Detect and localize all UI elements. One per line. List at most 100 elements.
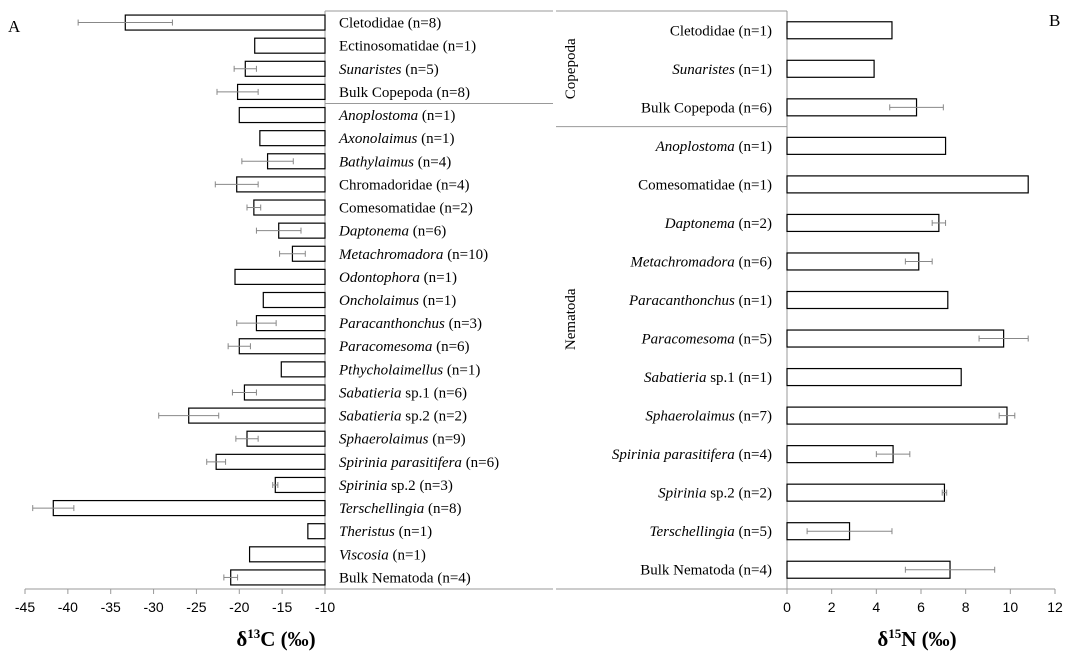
category-label: Metachromadora (n=6) (629, 254, 772, 270)
category-label-taxon: Chromadoridae (339, 177, 433, 193)
category-label-taxon: Sabatieria (644, 370, 707, 386)
category-label: Paracomesoma (n=6) (338, 339, 470, 355)
category-label: Terschellingia (n=5) (650, 524, 773, 540)
x-axis-title-a-sup: 13 (247, 626, 261, 641)
category-label-taxon: Sabatieria (339, 385, 402, 401)
bar (786, 175, 1029, 194)
bar (253, 199, 326, 216)
x-tick-label: 4 (872, 599, 880, 615)
category-label-suffix: sp.1 (706, 370, 734, 386)
x-axis-title-a-rest: C (‰) (260, 627, 315, 651)
category-label: Terschellingia (n=8) (339, 501, 462, 517)
category-label-n: (n=1) (735, 293, 772, 309)
category-label-n: (n=1) (419, 293, 456, 309)
category-label: Bathylaimus (n=4) (339, 154, 451, 170)
x-tick-label: -40 (58, 599, 78, 615)
category-label: Paracanthonchus (n=1) (628, 293, 772, 309)
category-label: Comesomatidae (n=1) (638, 177, 772, 193)
bar (786, 136, 947, 155)
category-label-n: (n=1) (418, 108, 455, 124)
category-label: Anoplostoma (n=1) (655, 139, 772, 155)
category-label-taxon: Viscosia (339, 547, 389, 563)
x-tick-label: -15 (272, 599, 292, 615)
category-label-suffix: sp.2 (387, 478, 415, 494)
category-label-taxon: Daptonema (338, 224, 409, 240)
bar (52, 499, 326, 517)
category-label-taxon: Paracomesoma (640, 332, 734, 348)
x-tick-label: -20 (229, 599, 249, 615)
category-label-taxon: Sunaristes (339, 62, 402, 78)
category-label-suffix: sp.2 (706, 486, 734, 502)
category-label-taxon: Spirinia (658, 486, 706, 502)
bar (274, 476, 326, 494)
x-axis-title-b-rest: N (‰) (901, 627, 956, 651)
category-label: Sunaristes (n=5) (339, 62, 439, 78)
bar (786, 213, 940, 233)
x-axis-title-b-sup: 15 (888, 626, 902, 641)
bar (786, 59, 875, 78)
category-label: Spirinia parasitifera (n=4) (612, 447, 772, 463)
category-label-n: (n=10) (443, 247, 488, 263)
category-label-n: (n=4) (432, 177, 469, 193)
category-label-n: (n=8) (404, 16, 441, 32)
category-label: Bulk Nematoda (n=4) (339, 570, 471, 586)
category-label-taxon: Paracanthonchus (338, 316, 445, 332)
category-label: Anoplostoma (n=1) (338, 108, 455, 124)
category-label-n: (n=1) (389, 547, 426, 563)
bar (238, 106, 326, 124)
x-tick-label: 8 (962, 599, 970, 615)
category-label: Pthycholaimellus (n=1) (338, 362, 480, 378)
category-label-n: (n=1) (420, 270, 457, 286)
bar (238, 338, 326, 355)
bar (248, 546, 326, 563)
bar (786, 483, 946, 502)
panel-label-b: B (1049, 11, 1060, 30)
category-label-taxon: Theristus (339, 524, 395, 540)
category-label: Daptonema (n=2) (664, 216, 772, 232)
category-label-n: (n=2) (436, 201, 473, 217)
category-label-taxon: Paracanthonchus (628, 293, 735, 309)
category-label-n: (n=6) (735, 100, 772, 116)
category-label-taxon: Comesomatidae (339, 201, 436, 217)
category-label: Theristus (n=1) (339, 524, 432, 540)
category-label-n: (n=1) (735, 370, 772, 386)
category-label-n: (n=1) (735, 177, 772, 193)
category-label-taxon: Bulk Nematoda (640, 563, 735, 579)
category-label-n: (n=3) (416, 478, 453, 494)
category-label-taxon: Bathylaimus (339, 154, 414, 170)
category-label-taxon: Cletodidae (670, 23, 735, 39)
category-label: Sphaerolaimus (n=7) (645, 409, 772, 425)
category-label-taxon: Bulk Copepoda (641, 100, 735, 116)
category-label: Comesomatidae (n=2) (339, 201, 473, 217)
category-label-taxon: Anoplostoma (338, 108, 418, 124)
category-label-taxon: Spirinia (339, 478, 387, 494)
category-label: Sabatieria sp.1 (n=1) (644, 370, 772, 386)
x-tick-label: 12 (1047, 599, 1063, 615)
category-label: Cletodidae (n=8) (339, 16, 441, 32)
x-tick-label: -45 (15, 599, 35, 615)
panel-b-nitrogen-chart: B Copepoda Nematoda 0 2 4 6 8 10 12 Cletodidae (n=… (556, 10, 1063, 651)
category-label-n: (n=6) (462, 455, 499, 471)
category-label-n: (n=5) (735, 524, 772, 540)
category-label-n: (n=2) (430, 409, 467, 425)
bar (786, 252, 920, 271)
x-axis-title-b-base: δ (877, 627, 888, 651)
x-axis-title-b: δ15N (‰) (877, 626, 956, 651)
category-label: Odontophora (n=1) (339, 270, 457, 286)
bar (786, 367, 962, 387)
category-label: Paracomesoma (n=5) (640, 332, 772, 348)
group-label: Nematoda (563, 288, 579, 350)
category-label-taxon: Odontophora (339, 270, 420, 286)
category-label-n: (n=5) (735, 332, 772, 348)
category-label: Sabatieria sp.2 (n=2) (339, 409, 467, 425)
category-label-taxon: Terschellingia (650, 524, 735, 540)
category-label: Sphaerolaimus (n=9) (339, 432, 466, 448)
category-label-n: (n=2) (735, 216, 772, 232)
category-label-taxon: Axonolaimus (338, 131, 417, 147)
category-label-n: (n=4) (735, 447, 772, 463)
category-label: Spirinia parasitifera (n=6) (339, 455, 499, 471)
category-label-taxon: Spirinia parasitifera (339, 455, 462, 471)
bar (234, 268, 326, 285)
x-axis-title-a: δ13C (‰) (236, 626, 315, 651)
